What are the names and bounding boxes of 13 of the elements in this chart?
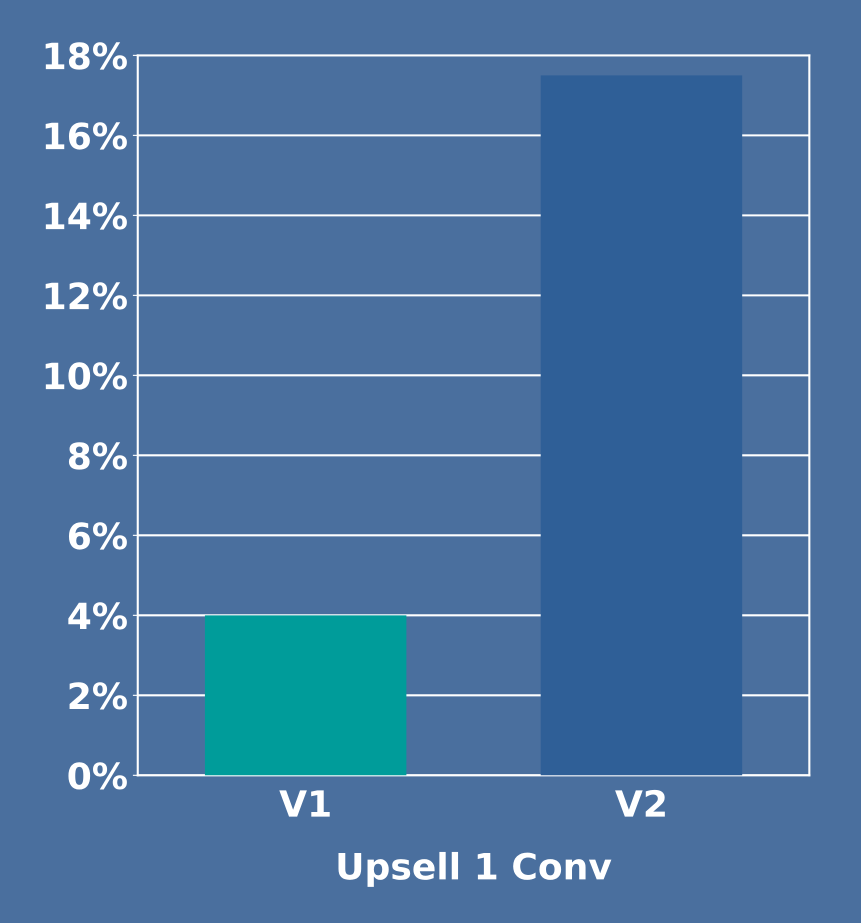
y-tick-label: 14% (46, 202, 127, 230)
x-tick-label: V2 (615, 790, 665, 817)
y-tick-label: 8% (68, 442, 127, 470)
x-axis-title: Upsell 1 Conv (338, 852, 612, 887)
y-tick-label: 6% (68, 522, 127, 550)
y-tick-label: 2% (70, 682, 127, 710)
y-tick-label: 10% (46, 362, 127, 390)
y-tick-label: 4% (68, 602, 127, 630)
y-tick-label: 16% (46, 122, 127, 150)
y-tick-label: 0% (68, 762, 127, 790)
x-tick-label: V1 (279, 790, 330, 817)
y-tick-label: 18% (46, 42, 127, 70)
y-tick-label: 12% (46, 282, 127, 310)
